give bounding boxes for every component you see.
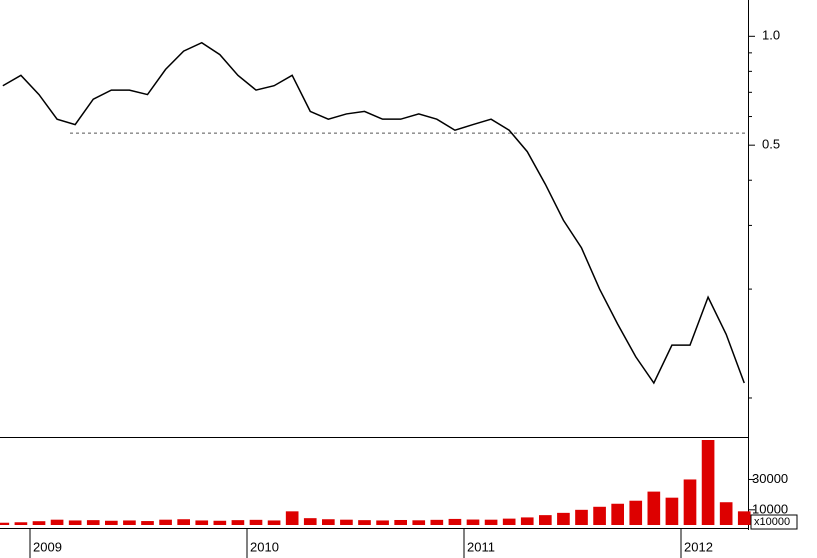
y-tick-label: 0.5 (762, 137, 780, 152)
volume-bar (267, 520, 281, 525)
x-tick-label: 2011 (467, 539, 495, 554)
volume-bar (502, 518, 516, 525)
volume-bar (647, 491, 661, 525)
y-tick-label: 30000 (752, 471, 788, 486)
volume-bar (466, 519, 480, 525)
volume-bar (430, 519, 444, 525)
volume-bar (376, 520, 389, 525)
volume-bar (303, 518, 317, 525)
x-tick-label: 2009 (33, 539, 62, 554)
volume-bar (539, 515, 552, 525)
volume-bar (14, 522, 28, 525)
volume-bar (394, 519, 407, 525)
volume-bar (593, 506, 606, 525)
volume-multiplier: x10000 (754, 516, 790, 528)
price-line (2, 41, 745, 385)
volume-bar (683, 479, 697, 525)
volume-bar (557, 512, 570, 525)
volume-bar (737, 511, 751, 525)
volume-bar (177, 519, 190, 525)
volume-bar (231, 520, 245, 525)
volume-bar (195, 520, 209, 525)
volume-bar (629, 500, 643, 525)
volume-bar (249, 519, 263, 525)
volume-bar (340, 519, 353, 525)
volume-bar (159, 519, 172, 525)
y-tick-label: 1.0 (762, 28, 780, 43)
volume-bar (665, 497, 679, 525)
y-tick-label: 10000 (752, 501, 788, 516)
volume-bar (50, 519, 64, 525)
volume-bar (0, 522, 10, 525)
volume-bar (213, 520, 227, 525)
multiplier-box (750, 514, 798, 530)
volume-bar (611, 503, 624, 525)
volume-bar (285, 511, 299, 525)
volume-bar (141, 521, 154, 525)
volume-bar (322, 519, 335, 525)
volume-bar (105, 520, 118, 525)
volume-bar (719, 502, 733, 525)
volume-bar (358, 520, 371, 525)
volume-bar (484, 519, 498, 525)
volume-bar (32, 521, 46, 525)
volume-bar (123, 520, 136, 525)
volume-bar (701, 440, 715, 525)
volume-bar (448, 518, 462, 525)
volume-bar (86, 520, 100, 525)
volume-bar (68, 520, 82, 525)
volume-bar (520, 517, 534, 525)
x-tick-label: 2010 (250, 539, 279, 554)
volume-bar (412, 520, 426, 525)
x-tick-label: 2012 (684, 539, 713, 554)
volume-bar (575, 509, 588, 525)
